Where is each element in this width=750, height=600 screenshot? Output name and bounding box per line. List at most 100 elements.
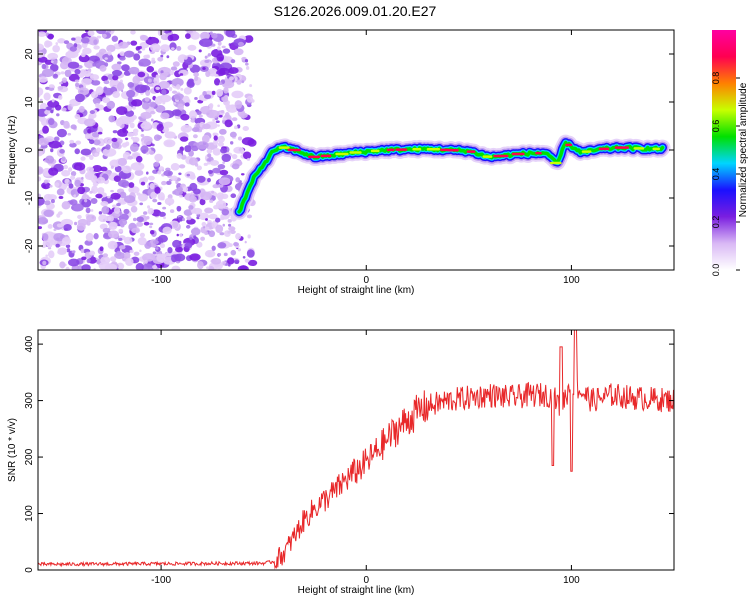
noise-blob (227, 219, 232, 223)
noise-blob (63, 224, 72, 231)
noise-blob (222, 48, 231, 54)
noise-blob (204, 226, 210, 231)
noise-blob (73, 194, 77, 198)
noise-blob (208, 230, 216, 238)
noise-blob (76, 222, 86, 231)
noise-blob (196, 175, 206, 183)
noise-blob (38, 176, 42, 182)
noise-blob (194, 163, 199, 167)
noise-blob (119, 51, 126, 57)
noise-blob (136, 216, 144, 223)
noise-blob (150, 59, 156, 64)
noise-blob (56, 188, 65, 196)
noise-blob (211, 190, 215, 194)
noise-blob (93, 267, 96, 270)
noise-blob (227, 263, 231, 267)
noise-blob (83, 70, 92, 78)
noise-blob (200, 31, 210, 41)
noise-blob (116, 106, 128, 115)
noise-blob (193, 207, 203, 215)
noise-blob (85, 174, 91, 178)
noise-blob (234, 261, 240, 264)
noise-blob (137, 46, 143, 50)
noise-blob (84, 239, 93, 246)
noise-blob (96, 176, 106, 184)
noise-blob (177, 216, 182, 222)
noise-blob (59, 149, 65, 154)
noise-blob (38, 137, 49, 146)
snr-panel: -100 0 100 0 100 200 300 400 Height of straigh… (7, 329, 675, 596)
noise-blob (237, 136, 243, 141)
noise-blob (84, 60, 95, 69)
noise-blob (184, 242, 193, 249)
noise-blob (188, 110, 198, 119)
noise-blob (215, 120, 220, 124)
noise-blob (117, 179, 130, 188)
noise-blob (206, 109, 220, 119)
noise-blob (48, 140, 61, 149)
noise-blob (45, 40, 53, 47)
noise-blob (70, 189, 76, 196)
snr-x-axis: -100 0 100 (151, 330, 580, 586)
noise-blob (39, 98, 43, 102)
noise-blob (55, 243, 60, 248)
noise-blob (98, 211, 103, 215)
noise-blob (213, 135, 218, 141)
noise-blob (149, 222, 154, 226)
noise-blob (149, 225, 153, 229)
noise-blob (223, 252, 228, 257)
noise-blob (147, 205, 151, 209)
noise-blob (38, 150, 43, 157)
noise-blob (172, 221, 179, 229)
noise-blob (128, 115, 135, 123)
noise-blob (149, 101, 156, 108)
noise-blob (134, 169, 144, 176)
noise-blob (164, 131, 176, 139)
noise-blob (66, 248, 71, 253)
noise-blob (101, 206, 110, 215)
noise-blob (182, 55, 188, 60)
noise-blob (242, 255, 246, 259)
noise-blob (204, 59, 210, 63)
noise-blob (140, 145, 149, 154)
noise-blob (102, 253, 109, 258)
noise-blob (147, 207, 154, 215)
noise-blob (108, 115, 116, 123)
noise-blob (150, 118, 154, 122)
noise-blob (47, 224, 53, 229)
noise-blob (204, 55, 208, 59)
noise-blob (142, 176, 149, 183)
noise-blob (38, 76, 48, 83)
noise-blob (207, 53, 212, 57)
noise-blob (117, 128, 129, 137)
noise-blob (156, 123, 164, 132)
noise-blob (225, 30, 236, 38)
noise-blob (228, 67, 239, 74)
noise-blob (53, 136, 60, 142)
noise-blob (96, 147, 101, 153)
noise-blob (163, 121, 174, 128)
noise-blob (74, 113, 81, 120)
noise-blob (107, 230, 119, 239)
noise-blob (191, 145, 199, 152)
noise-blob (179, 136, 189, 142)
noise-blob (188, 150, 194, 157)
noise-blob (229, 76, 234, 81)
noise-blob (61, 201, 71, 210)
noise-blob (158, 211, 166, 217)
noise-blob (189, 253, 201, 261)
noise-blob (196, 110, 202, 116)
noise-blob (98, 131, 103, 135)
noise-blob (150, 191, 158, 199)
noise-blob (124, 195, 136, 204)
noise-blob (157, 201, 162, 205)
noise-blob (97, 187, 105, 195)
noise-blob (38, 226, 43, 230)
noise-blob (43, 92, 51, 101)
noise-blob (179, 233, 183, 238)
noise-blob (215, 217, 221, 223)
noise-blob (229, 131, 237, 138)
noise-blob (103, 80, 110, 85)
noise-blob (110, 192, 121, 200)
noise-blob (247, 259, 258, 267)
